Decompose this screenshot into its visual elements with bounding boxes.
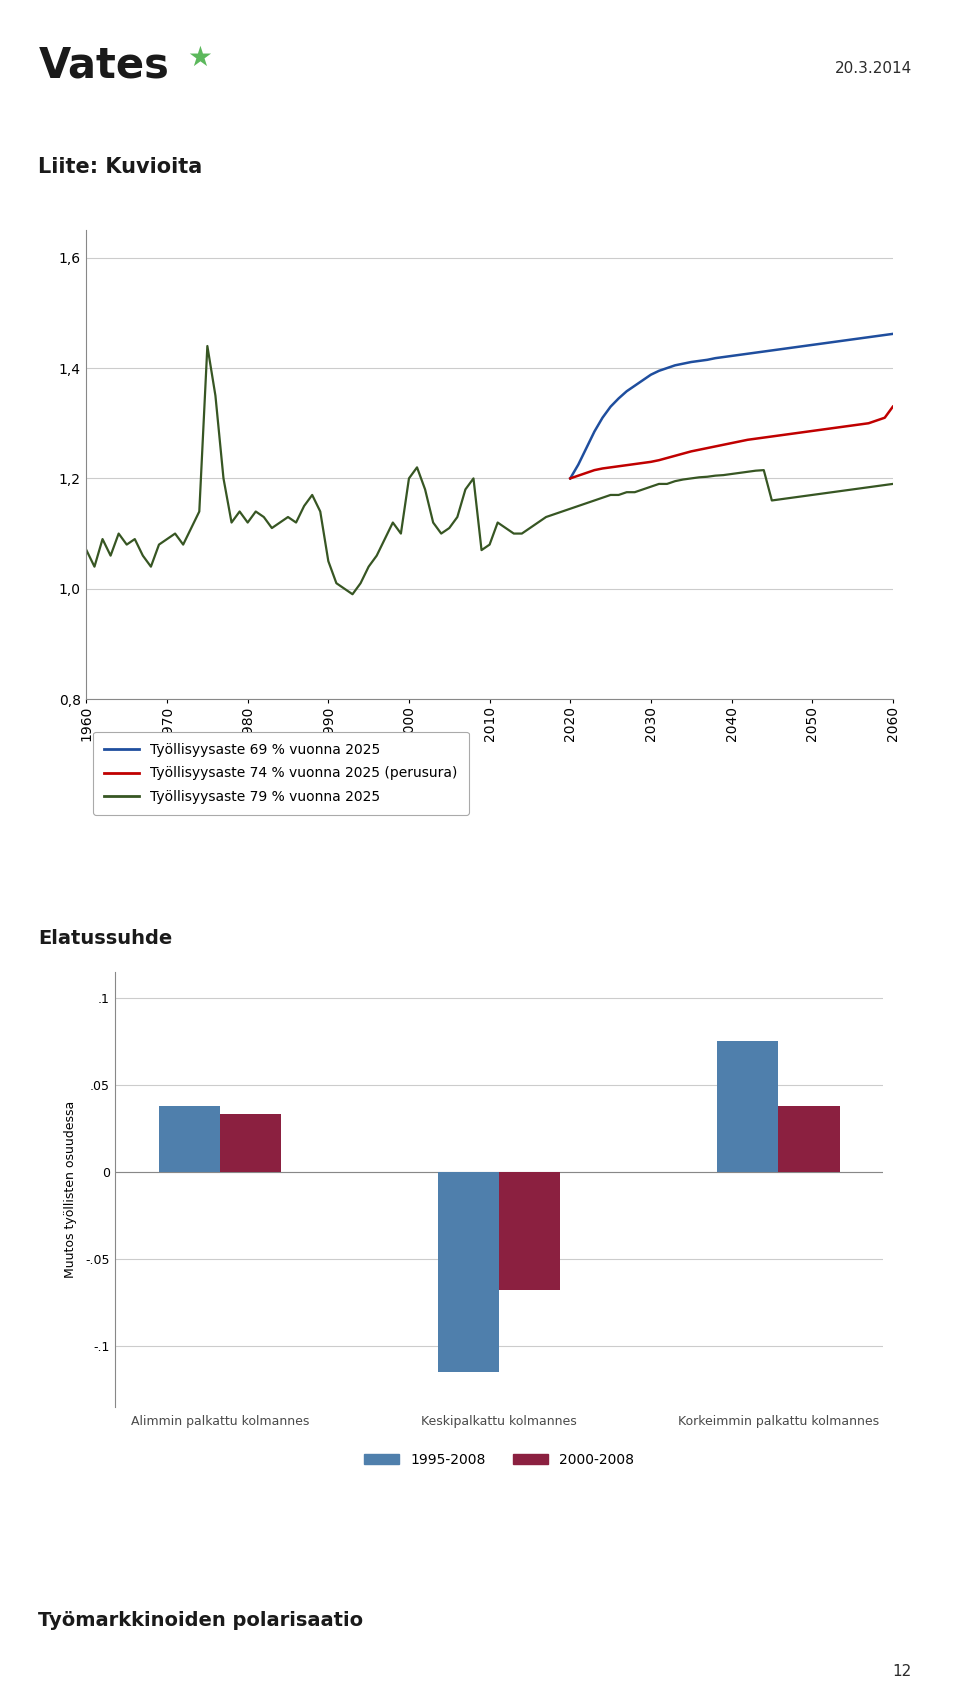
Text: Vates: Vates xyxy=(38,44,169,87)
Bar xyxy=(158,1107,220,1171)
Text: 12: 12 xyxy=(893,1664,912,1679)
Bar xyxy=(779,1107,840,1171)
Bar xyxy=(499,1171,561,1291)
Text: Korkeimmin palkattu kolmannes: Korkeimmin palkattu kolmannes xyxy=(678,1415,879,1429)
Text: 20.3.2014: 20.3.2014 xyxy=(835,61,912,77)
Y-axis label: Muutos työllisten osuudessa: Muutos työllisten osuudessa xyxy=(63,1101,77,1277)
Legend: Työllisyysaste 69 % vuonna 2025, Työllisyysaste 74 % vuonna 2025 (perusura), Työ: Työllisyysaste 69 % vuonna 2025, Työllis… xyxy=(93,731,468,815)
Text: Alimmin palkattu kolmannes: Alimmin palkattu kolmannes xyxy=(131,1415,309,1429)
Text: Elatussuhde: Elatussuhde xyxy=(38,929,173,948)
Text: Työmarkkinoiden polarisaatio: Työmarkkinoiden polarisaatio xyxy=(38,1611,364,1630)
Text: Keskipalkattu kolmannes: Keskipalkattu kolmannes xyxy=(421,1415,577,1429)
Bar xyxy=(220,1115,281,1171)
Text: Liite: Kuvioita: Liite: Kuvioita xyxy=(38,157,203,177)
Bar xyxy=(717,1042,779,1171)
Bar xyxy=(438,1171,499,1373)
Legend: 1995-2008, 2000-2008: 1995-2008, 2000-2008 xyxy=(353,1442,645,1478)
Text: ★: ★ xyxy=(187,44,212,72)
